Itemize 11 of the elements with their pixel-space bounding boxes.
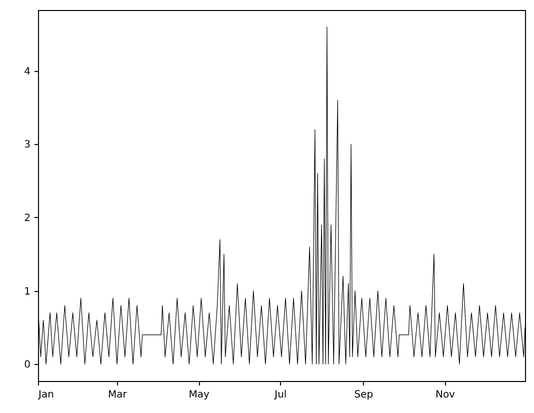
y-tick-label: 4 (24, 66, 30, 78)
y-tick-label: 3 (24, 140, 30, 151)
x-tick-label: Nov (435, 390, 456, 400)
x-tick-label: Sep (354, 390, 374, 400)
y-tick-label: 0 (24, 360, 30, 371)
x-tick-label: Jul (274, 390, 287, 400)
x-tick-label: May (188, 390, 210, 400)
x-tick-label: Mar (108, 390, 128, 400)
x-tick-label: Jan (38, 390, 54, 400)
y-tick-label: 2 (24, 212, 30, 224)
y-tick-label: 1 (24, 286, 30, 298)
